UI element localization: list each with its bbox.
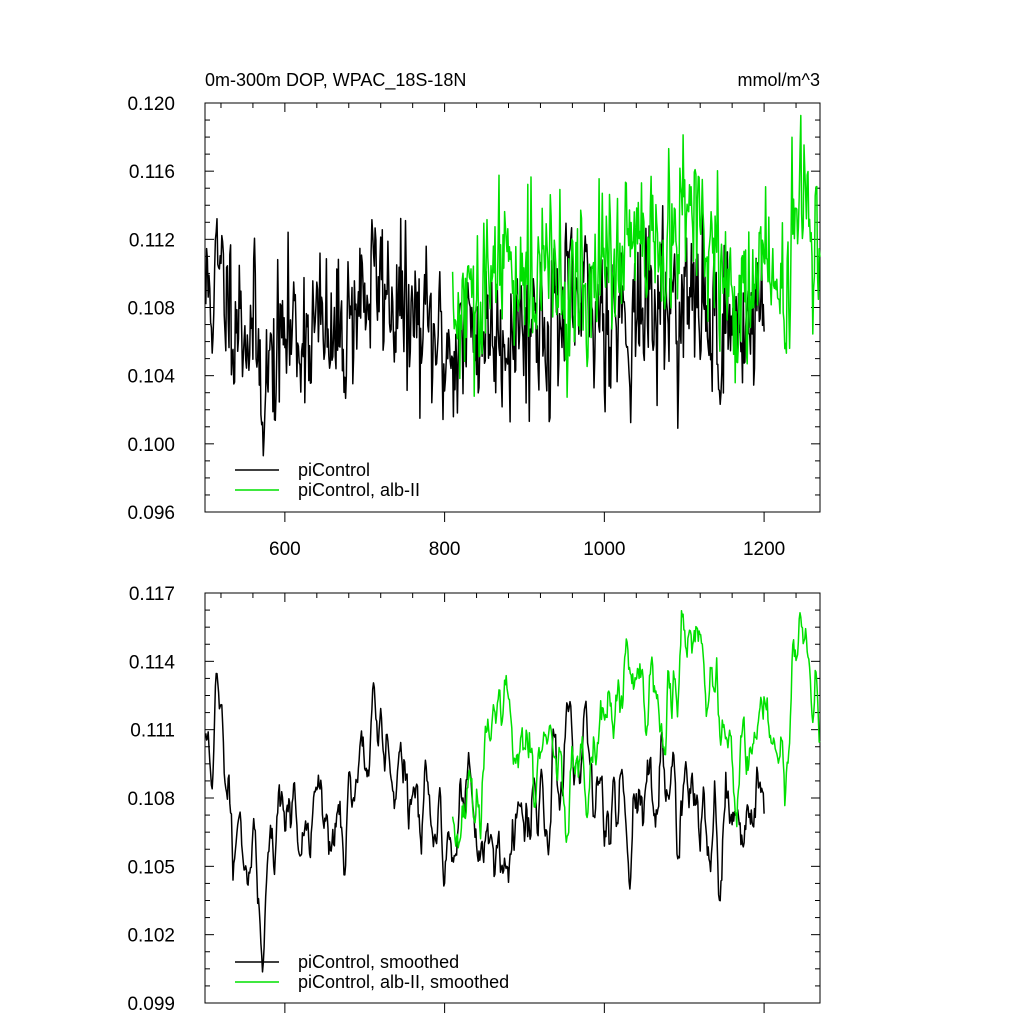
- legend-label: piControl: [298, 460, 370, 480]
- series-lines: [205, 114, 821, 457]
- y-tick-label: 0.108: [127, 789, 175, 810]
- series-lines: [205, 609, 821, 973]
- y-tick-label: 0.111: [130, 721, 175, 742]
- y-tick-label: 0.102: [127, 926, 175, 947]
- axis-ticks: 0.099 0.102 0.105 0.108 0.111 0.114 0.117: [127, 584, 820, 1015]
- y-tick-label: 0.096: [127, 503, 175, 524]
- legend-label: piControl, alb-II, smoothed: [298, 972, 509, 992]
- y-tick-label: 0.105: [127, 857, 175, 878]
- legend-label: piControl, smoothed: [298, 952, 459, 972]
- x-tick-label: 800: [429, 539, 461, 560]
- y-tick-label: 0.108: [127, 299, 175, 320]
- top-panel: 0m-300m DOP, WPAC_18S-18N mmol/m^3 0.096…: [127, 70, 821, 560]
- series-line-1: [451, 609, 821, 849]
- legend-label: piControl, alb-II: [298, 480, 420, 500]
- y-tick-label: 0.100: [127, 435, 175, 456]
- series-line-0: [205, 672, 765, 973]
- y-tick-label: 0.099: [127, 994, 175, 1015]
- y-tick-label: 0.117: [129, 584, 175, 605]
- x-tick-label: 1200: [743, 539, 785, 560]
- y-tick-label: 0.104: [127, 367, 175, 388]
- y-tick-label: 0.120: [127, 94, 175, 115]
- units-label: mmol/m^3: [738, 70, 820, 90]
- x-tick-label: 1000: [583, 539, 625, 560]
- y-tick-label: 0.112: [129, 230, 175, 251]
- bottom-panel: 0.099 0.102 0.105 0.108 0.111 0.114 0.117 piCo…: [127, 584, 821, 1015]
- y-tick-label: 0.114: [129, 652, 176, 673]
- series-line-1: [451, 114, 821, 398]
- y-tick-label: 0.116: [129, 162, 175, 183]
- axis-ticks: 0.096 0.100 0.104 0.108 0.112 0.116 0.120 600 80…: [127, 94, 820, 560]
- panel-title: 0m-300m DOP, WPAC_18S-18N: [205, 70, 466, 91]
- x-tick-label: 600: [269, 539, 301, 560]
